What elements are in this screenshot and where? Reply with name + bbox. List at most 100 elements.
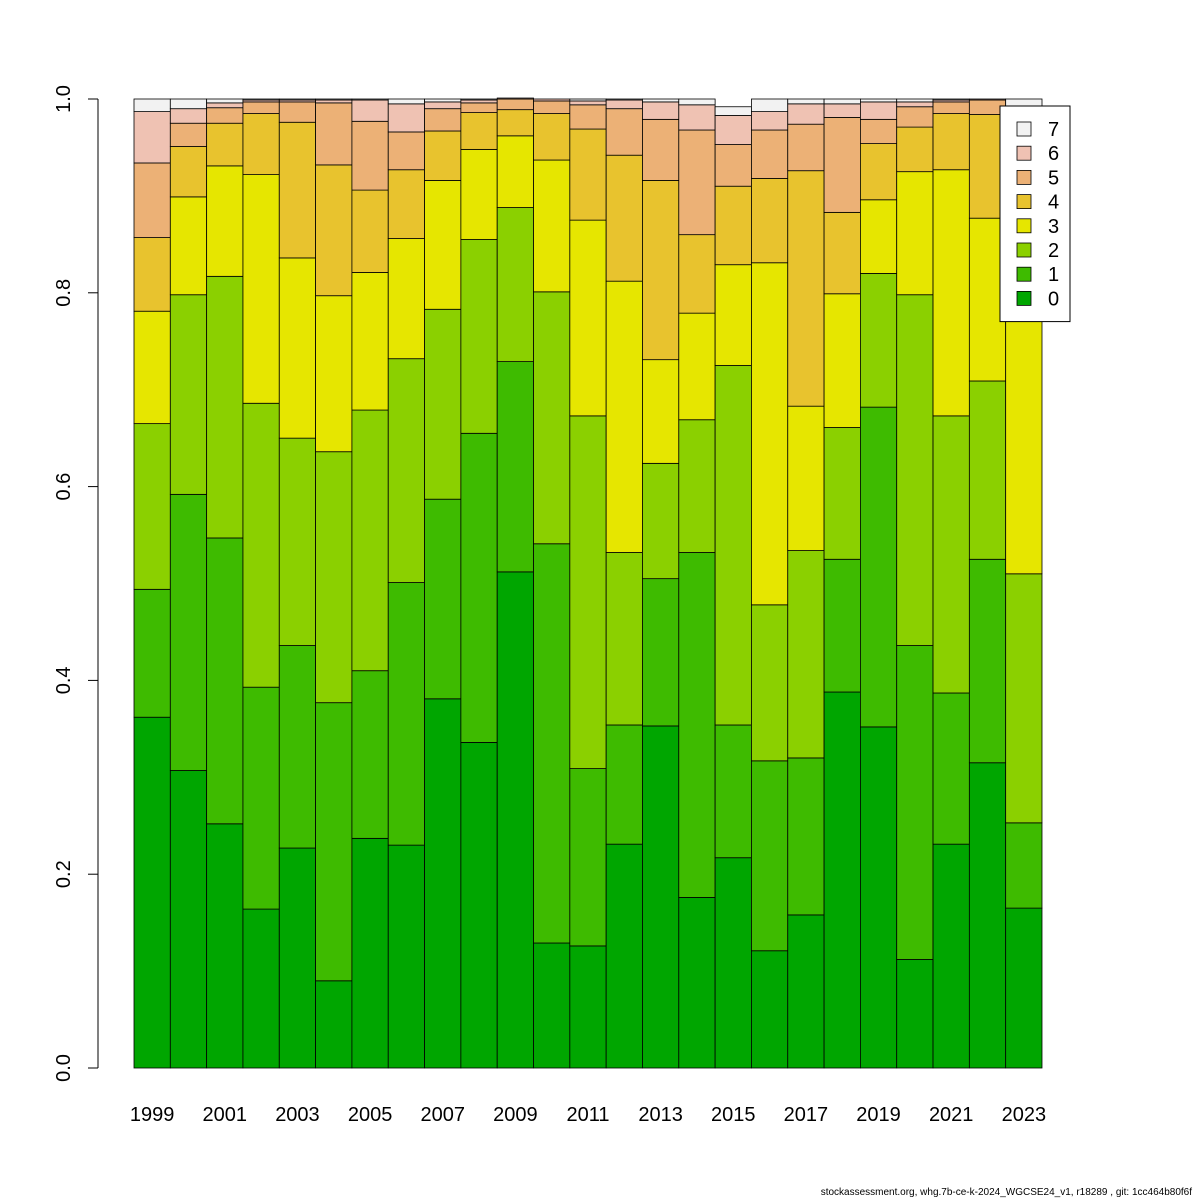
bar-segment-2020-age-5 <box>896 106 934 128</box>
legend-swatch-2 <box>1016 242 1032 258</box>
bar-segment-2009-age-0 <box>496 571 534 1069</box>
x-tick-label: 2009 <box>493 1104 538 1126</box>
bar-segment-2001-age-2 <box>206 275 244 539</box>
y-tick-label: 1.0 <box>53 85 75 113</box>
bar-segment-2002-age-7 <box>242 98 280 101</box>
bar-segment-2005-age-2 <box>351 409 389 672</box>
bar-area <box>133 97 1043 1069</box>
bar-segment-2021-age-1 <box>932 692 970 845</box>
bar-segment-2020-age-2 <box>896 294 934 646</box>
bar-segment-2006-age-1 <box>387 582 425 846</box>
bar-segment-2004-age-2 <box>315 451 353 704</box>
bar-segment-2000-age-3 <box>169 196 208 296</box>
bar-segment-2017-age-5 <box>787 123 825 172</box>
bar-segment-2011-age-0 <box>569 945 607 1069</box>
bar-segment-2013-age-2 <box>642 462 680 580</box>
legend-label: 2 <box>1048 240 1059 262</box>
bar-segment-2013-age-4 <box>642 179 680 361</box>
bar-segment-2011-age-3 <box>569 219 607 417</box>
bar-segment-2019-age-4 <box>860 143 898 201</box>
bar-segment-2006-age-4 <box>387 169 425 239</box>
bar-segment-2007-age-3 <box>424 179 462 310</box>
bar-segment-2011-age-2 <box>569 415 607 769</box>
bar-segment-2020-age-0 <box>896 959 934 1069</box>
bar-segment-2001-age-5 <box>206 107 244 124</box>
bar-segment-2009-age-3 <box>496 135 534 208</box>
bar-segment-2014-age-6 <box>678 104 716 131</box>
bar-segment-2004-age-1 <box>315 702 353 982</box>
bar-segment-2007-age-2 <box>424 308 462 500</box>
bar-segment-2012-age-2 <box>605 552 643 726</box>
bar-segment-2012-age-4 <box>605 154 643 282</box>
bar-segment-2020-age-6 <box>896 101 934 108</box>
bar-segment-2000-age-1 <box>169 493 208 771</box>
bar-segment-2006-age-6 <box>387 103 425 133</box>
bar-segment-2007-age-7 <box>424 98 462 103</box>
x-axis: 1999 2001 2003 2005 2007 2009 2011 2013 2015 2017… <box>130 1104 1046 1126</box>
legend-label: 5 <box>1048 167 1059 189</box>
bar-segment-1999-age-0 <box>133 716 171 1069</box>
legend-label: 3 <box>1048 216 1059 238</box>
bar-segment-2015-age-3 <box>714 264 752 366</box>
bar-segment-2003-age-2 <box>278 437 316 646</box>
bar-segment-2001-age-4 <box>206 122 244 167</box>
bar-segment-2007-age-5 <box>424 108 462 132</box>
bar-segment-2009-age-5 <box>496 98 534 111</box>
bar-segment-2013-age-0 <box>642 725 680 1069</box>
bar-segment-2010-age-0 <box>533 942 571 1069</box>
bar-segment-2019-age-1 <box>860 406 898 728</box>
y-axis: 0.0 0.2 0.4 0.6 0.8 1.0 <box>53 85 99 1082</box>
bar-segment-2012-age-0 <box>605 843 643 1069</box>
bar-segment-2008-age-4 <box>460 112 498 150</box>
legend-label: 4 <box>1048 192 1059 214</box>
bar-segment-2018-age-0 <box>823 691 861 1069</box>
bar-segment-2003-age-4 <box>278 121 316 259</box>
x-tick-label: 2007 <box>420 1104 465 1126</box>
bar-segment-2020-age-7 <box>896 98 934 103</box>
bar-segment-2017-age-3 <box>787 405 825 551</box>
bar-segment-1999-age-1 <box>133 588 171 718</box>
bar-segment-2003-age-0 <box>278 847 316 1069</box>
bar-segment-2020-age-4 <box>896 126 934 173</box>
bar-segment-2017-age-2 <box>787 550 825 759</box>
bar-segment-2021-age-5 <box>932 101 970 114</box>
bar-segment-2018-age-5 <box>823 117 861 213</box>
bar-segment-2002-age-3 <box>242 174 280 404</box>
bar-segment-2003-age-3 <box>278 257 316 439</box>
bar-segment-2021-age-2 <box>932 415 970 694</box>
bar-segment-2006-age-2 <box>387 358 425 583</box>
bar-segment-2013-age-7 <box>642 98 680 103</box>
x-tick-label: 2011 <box>566 1104 609 1126</box>
bar-segment-1999-age-7 <box>133 98 171 113</box>
bar-segment-2008-age-1 <box>460 432 498 743</box>
bar-segment-2012-age-5 <box>605 108 643 156</box>
bar-segment-2008-age-0 <box>460 742 498 1069</box>
bar-segment-2023-age-2 <box>1005 573 1043 824</box>
bar-segment-2023-age-0 <box>1005 907 1043 1069</box>
bar-segment-2015-age-5 <box>714 144 752 187</box>
bar-segment-2013-age-3 <box>642 359 680 464</box>
bar-segment-2018-age-7 <box>823 98 861 105</box>
bar-segment-2003-age-5 <box>278 101 316 123</box>
legend-swatch-7 <box>1016 121 1032 137</box>
bar-segment-2010-age-2 <box>533 291 571 545</box>
bar-segment-2001-age-6 <box>206 102 244 109</box>
bar-segment-2014-age-5 <box>678 129 716 236</box>
bar-segment-2005-age-0 <box>351 837 389 1069</box>
bar-segment-2019-age-6 <box>860 101 898 120</box>
bar-segment-2016-age-7 <box>751 98 789 113</box>
bar-segment-2016-age-5 <box>751 129 789 179</box>
bar-segment-2011-age-6 <box>569 100 607 106</box>
bar-segment-2020-age-1 <box>896 645 934 960</box>
bar-segment-2000-age-0 <box>169 770 208 1069</box>
bar-segment-2018-age-3 <box>823 293 861 428</box>
bar-segment-2023-age-1 <box>1005 822 1043 909</box>
bar-segment-2005-age-3 <box>351 272 389 411</box>
bar-segment-2010-age-3 <box>533 159 571 293</box>
bar-segment-2007-age-0 <box>424 698 462 1069</box>
bar-segment-2000-age-6 <box>169 108 208 124</box>
bar-segment-2022-age-6 <box>968 98 1007 101</box>
bar-segment-2008-age-7 <box>460 98 498 101</box>
bar-segment-2019-age-5 <box>860 118 898 144</box>
